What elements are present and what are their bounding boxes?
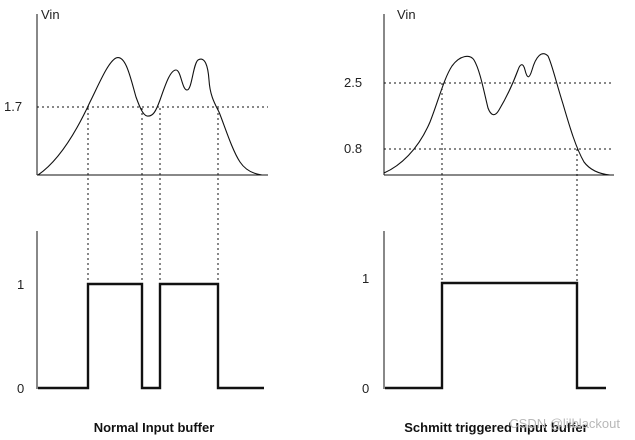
right-low-label: 0 [362,381,369,396]
right-caption: Schmitt triggered Input buffer [404,420,587,435]
left-vin-label: Vin [41,7,60,22]
watermark-text: CSDN @lilblackout [509,416,620,431]
left-caption: Normal Input buffer [94,420,215,435]
left-vin-waveform [37,57,263,176]
right-output-waveform [385,281,606,390]
right-vin-waveform [383,53,611,176]
right-panel: Vin 2.5 0.8 1 0 Schmitt triggered Input … [344,7,614,435]
right-vin-label: Vin [397,7,416,22]
left-threshold-label: 1.7 [4,99,22,114]
right-high-label: 1 [362,271,369,286]
left-low-label: 0 [17,381,24,396]
left-output-waveform [38,282,264,390]
left-high-label: 1 [17,277,24,292]
left-panel: Vin 1.7 1 0 Normal Input buffer [4,7,268,435]
right-upper-threshold-label: 2.5 [344,75,362,90]
right-lower-threshold-label: 0.8 [344,141,362,156]
